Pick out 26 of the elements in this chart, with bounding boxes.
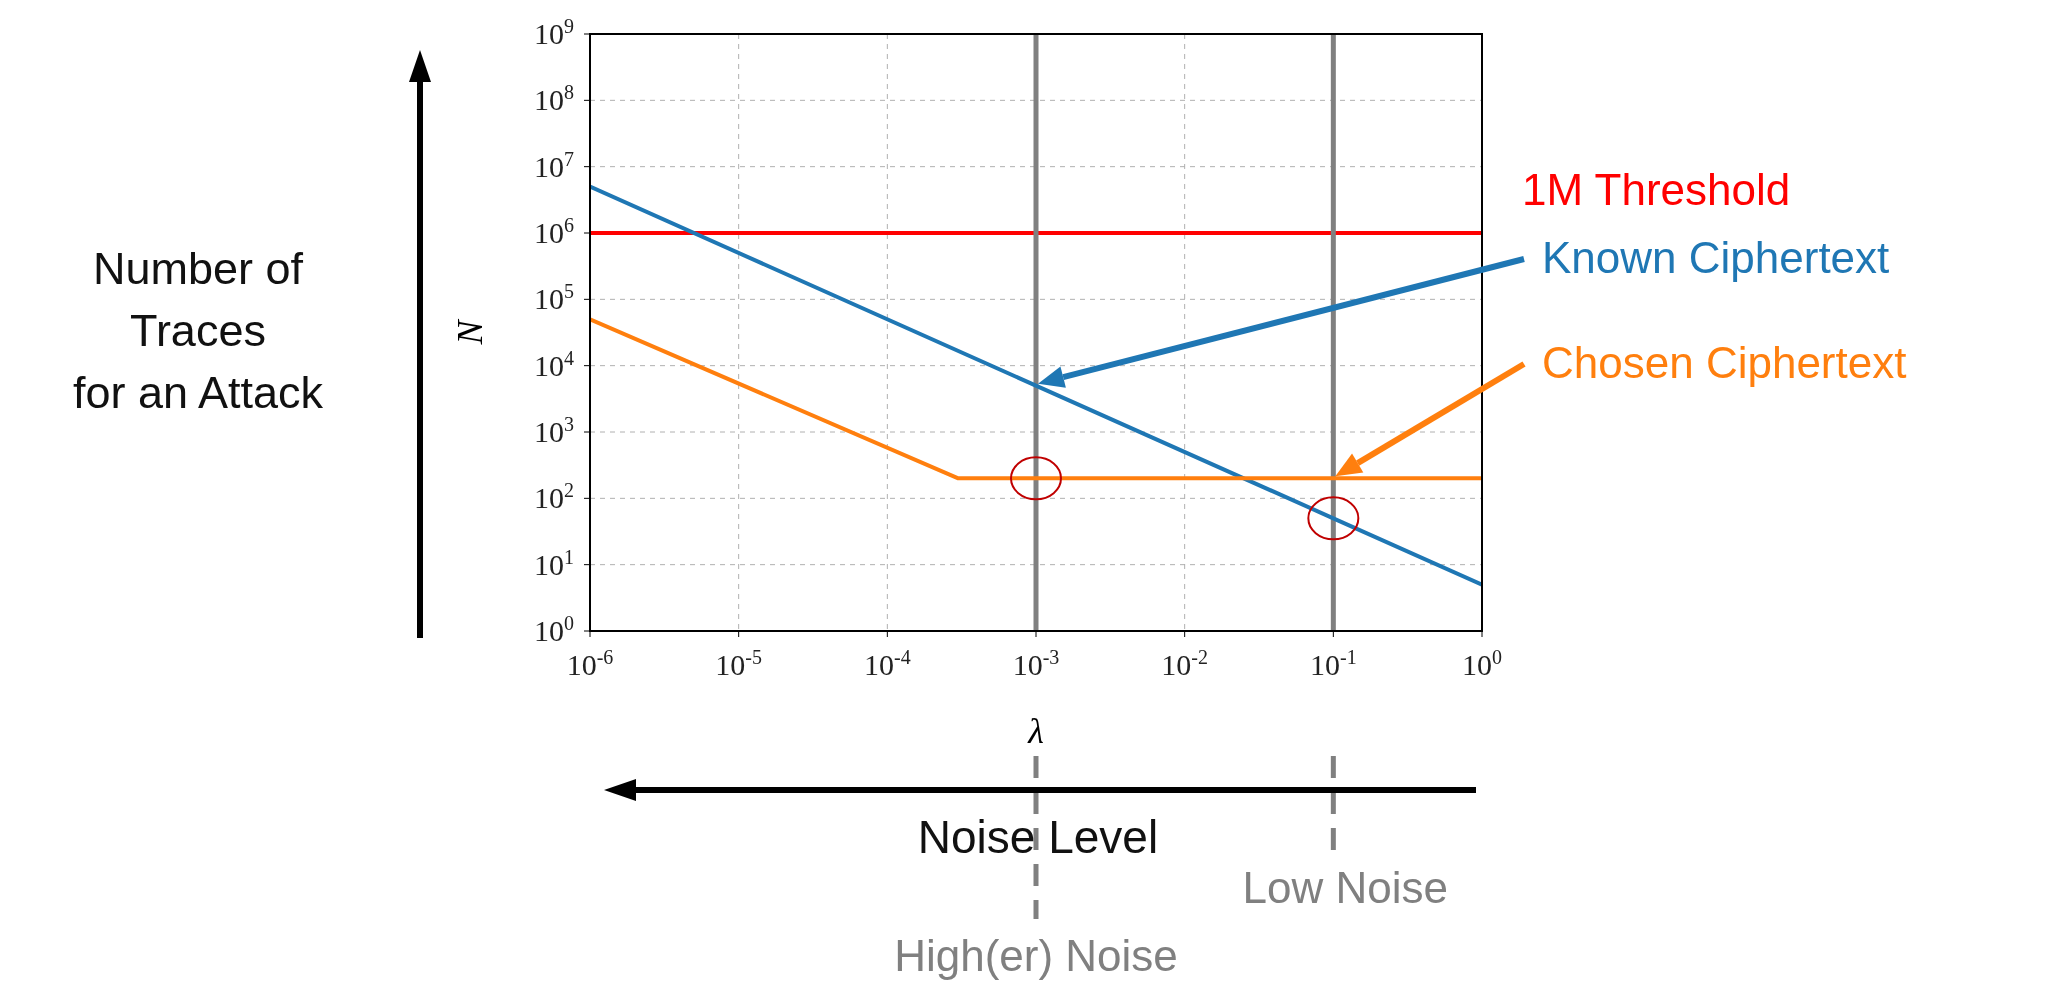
y-tick-label: 10$^{6}$: [534, 214, 574, 249]
y-tick-label: 10$^{3}$: [534, 413, 574, 448]
x-tick-label: 10$^{-2}$: [1161, 646, 1208, 681]
y-tick-label: 10$^{4}$: [534, 346, 574, 382]
x-tick-label: 10$^{-5}$: [715, 646, 762, 681]
y-tick-label: 10$^{9}$: [534, 15, 574, 50]
x-tick-label: 10$^{-4}$: [864, 646, 911, 681]
x-tick-label: 10$^{-3}$: [1012, 646, 1060, 681]
x-axis-title: λ: [1027, 711, 1044, 751]
text: Number of Traces for an Attack: [71, 242, 325, 420]
y-tick-label: 10$^{1}$: [534, 545, 574, 581]
text: Known Ciphertext: [1542, 233, 1890, 282]
ref-line-label: 1M Threshold: [1522, 165, 1791, 214]
y-tick-label: 10$^{7}$: [534, 147, 574, 183]
x-tick-label: 10$^{0}$: [1462, 646, 1502, 681]
text: Chosen Ciphertext: [1542, 338, 1907, 387]
text: Noise Level: [917, 811, 1159, 863]
y-tick-label: 10$^{0}$: [534, 612, 574, 647]
y-tick-label: 10$^{5}$: [534, 280, 574, 316]
ref-line-label: High(er) Noise: [894, 931, 1178, 980]
x-tick-label: 10$^{-1}$: [1310, 646, 1357, 681]
y-tick-label: 10$^{2}$: [534, 479, 574, 515]
x-tick-label: 10$^{-6}$: [566, 646, 614, 681]
y-axis-title: N: [450, 318, 490, 346]
y-tick-label: 10$^{8}$: [534, 81, 574, 117]
ref-line-label: Low Noise: [1242, 863, 1449, 912]
